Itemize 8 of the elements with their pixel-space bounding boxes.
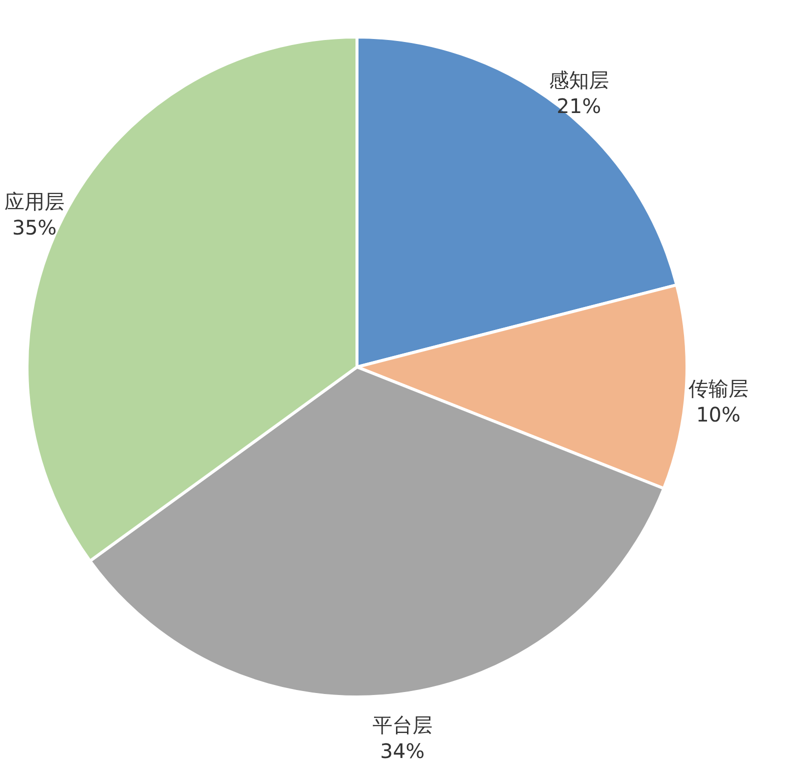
slice-label: 传输层: [688, 376, 748, 401]
data-label: 35%: [12, 216, 57, 240]
data-label: 34%: [380, 739, 425, 764]
slice-label: 应用层: [4, 190, 64, 214]
slice-label: 感知层: [548, 68, 609, 92]
slice-label: 平台层: [372, 713, 432, 738]
data-label: 10%: [696, 402, 741, 427]
data-label: 21%: [556, 94, 602, 118]
